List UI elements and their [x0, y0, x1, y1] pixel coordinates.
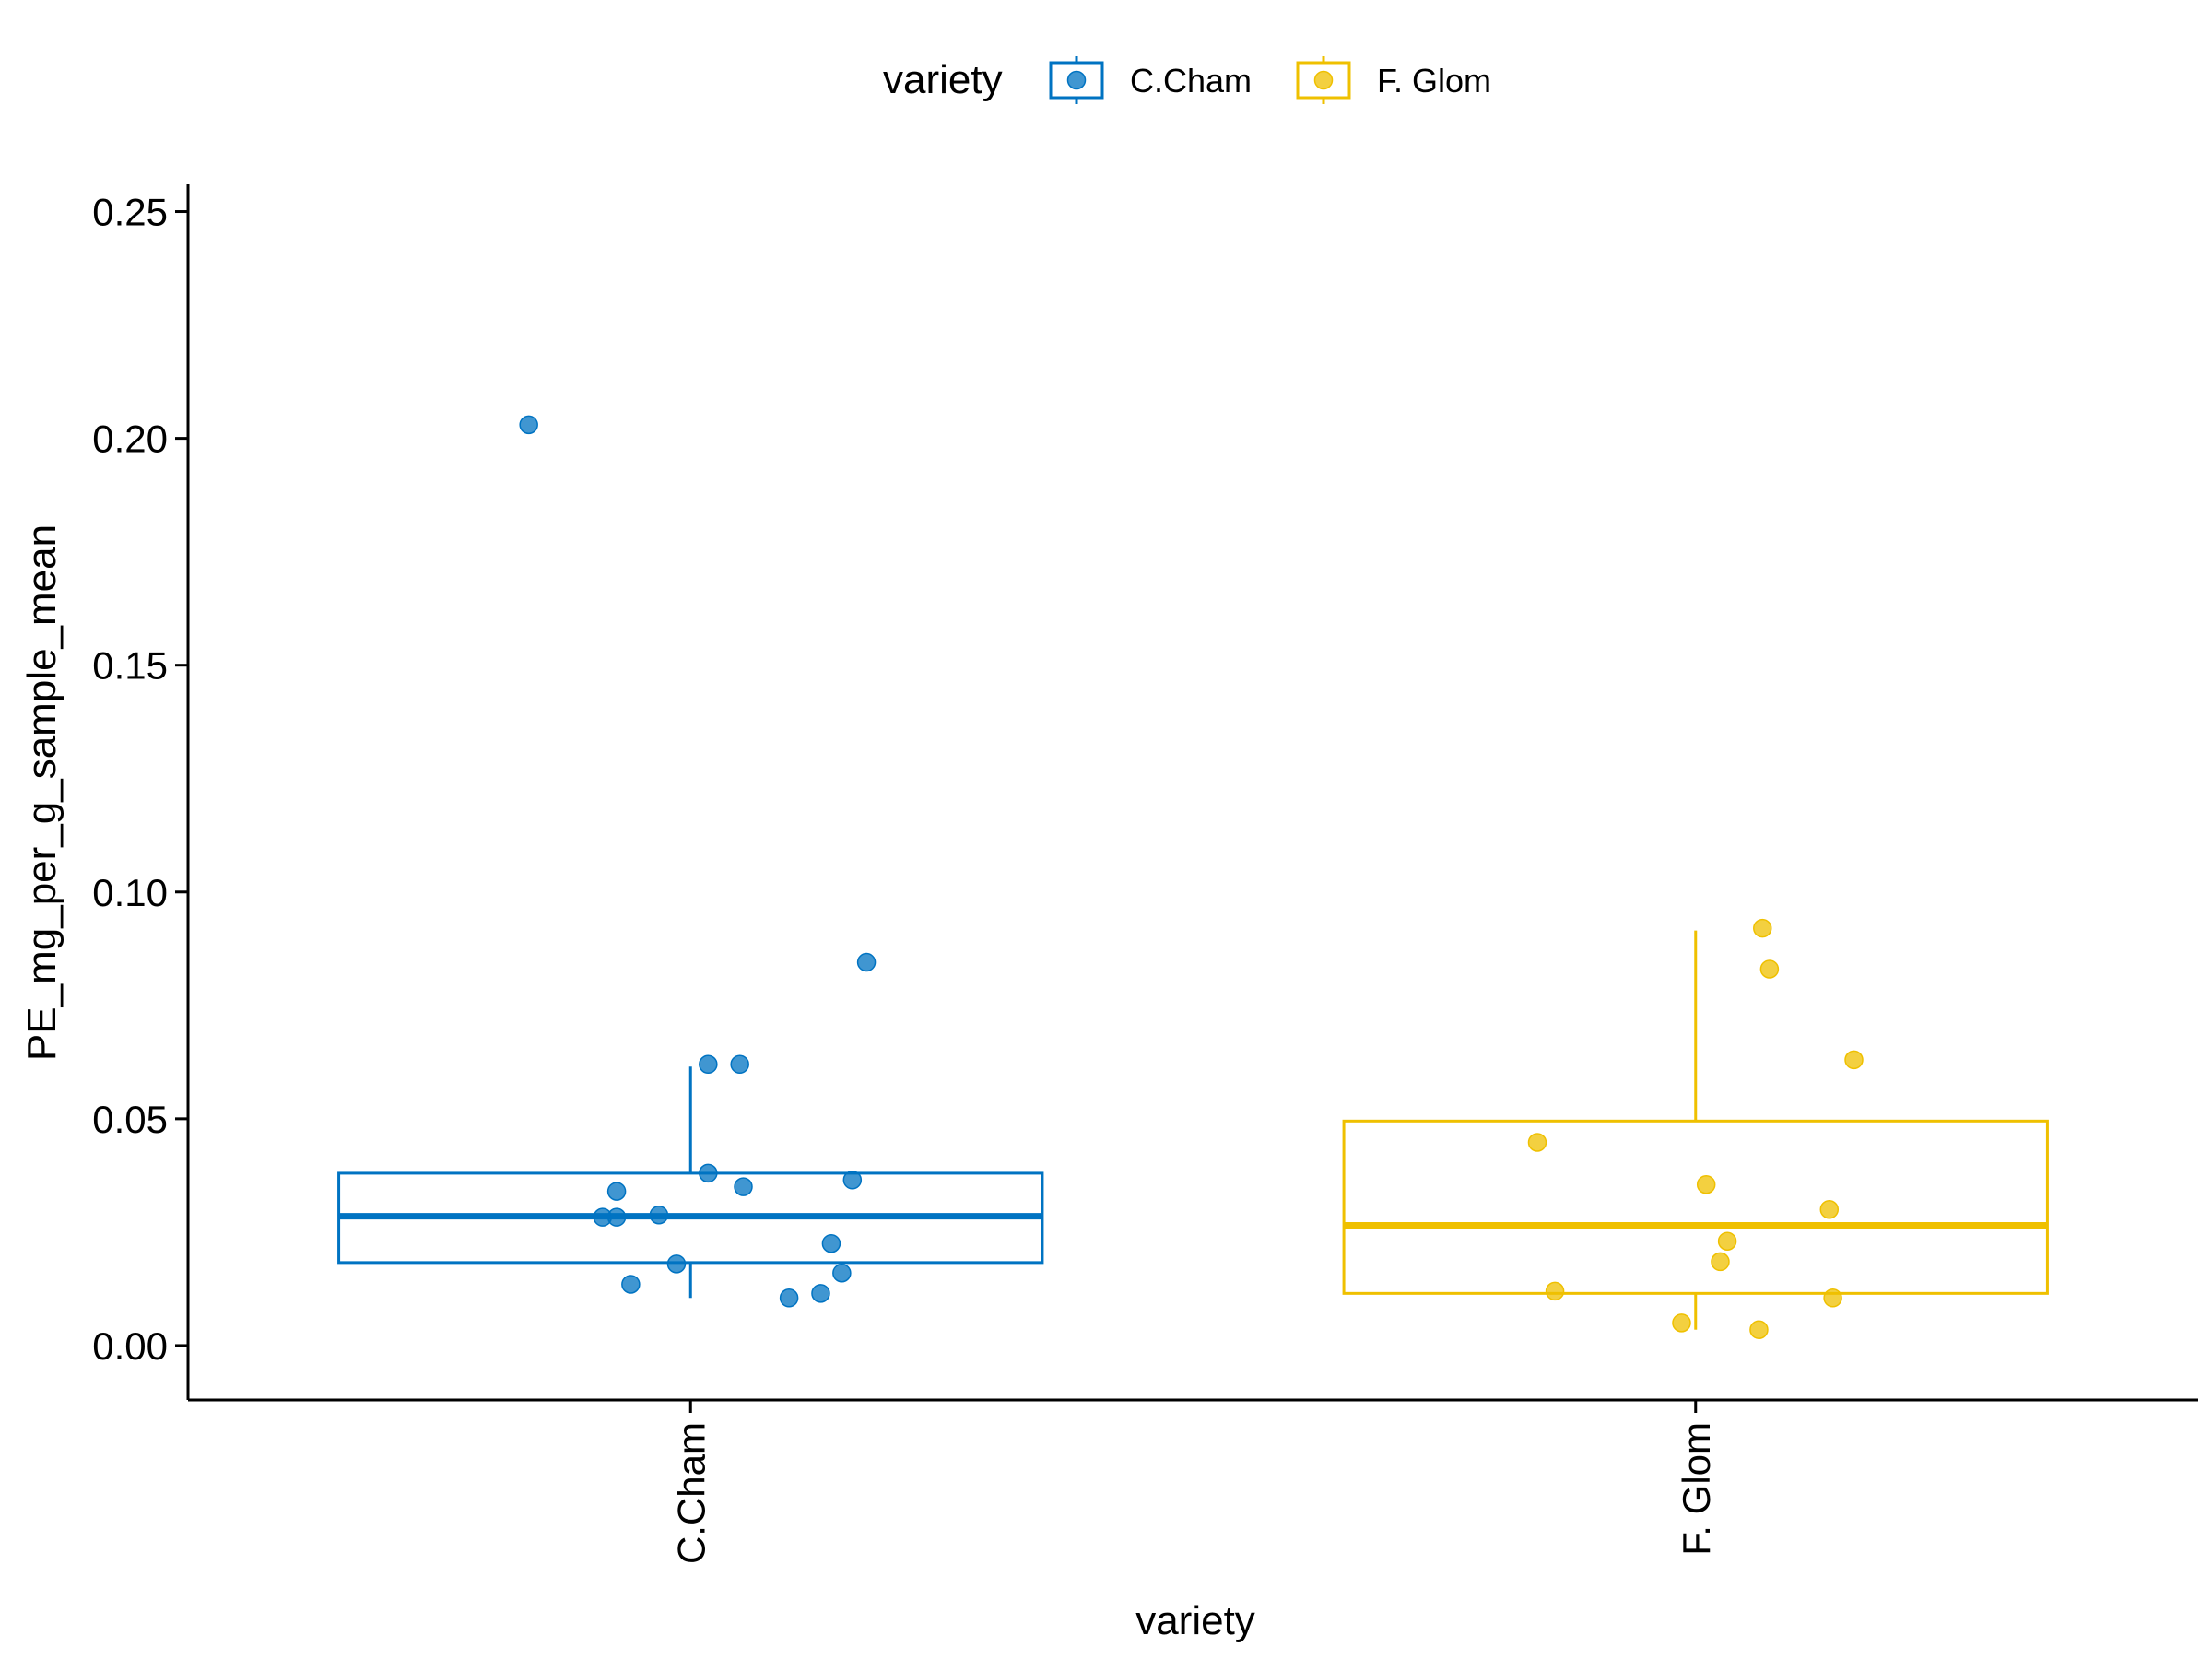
data-point: [779, 1288, 799, 1308]
data-point: [730, 1054, 749, 1075]
boxplot-1: [337, 1066, 1044, 1299]
data-point: [621, 1275, 641, 1294]
data-point: [811, 1284, 830, 1303]
legend-item: F. Glom: [1296, 56, 1491, 104]
data-point: [519, 415, 538, 435]
y-tick-label: 0.00: [92, 1324, 168, 1368]
data-point: [1749, 1320, 1769, 1339]
data-point: [1823, 1288, 1842, 1308]
legend-label: F. Glom: [1377, 62, 1491, 100]
data-point: [1753, 918, 1772, 938]
data-point: [1672, 1313, 1691, 1333]
data-point: [1711, 1252, 1730, 1272]
axes: 0.00 0.05 0.10 0.15 0.20 0.25 C.Cham F. Glom: [92, 184, 2198, 1564]
x-tick-label: F. Glom: [1675, 1422, 1718, 1556]
legend-item: C.Cham: [1049, 56, 1252, 104]
data-point: [606, 1182, 627, 1201]
y-tick-label: 0.10: [92, 871, 168, 914]
data-point: [821, 1233, 841, 1253]
y-tick-label: 0.25: [92, 191, 168, 234]
legend-key-point: [1313, 70, 1334, 90]
data-point: [734, 1177, 753, 1196]
data-point: [842, 1171, 863, 1190]
y-tick-label: 0.15: [92, 644, 168, 688]
y-tick-label: 0.05: [92, 1098, 168, 1141]
plot-area: [337, 415, 2049, 1339]
data-point: [666, 1254, 687, 1274]
data-point: [1527, 1133, 1547, 1152]
x-tick-label: C.Cham: [669, 1422, 712, 1564]
legend: variety C.Cham F. Glom: [883, 56, 1491, 104]
data-point: [606, 1207, 627, 1227]
data-point: [699, 1163, 718, 1183]
data-point: [649, 1205, 669, 1225]
data-point: [1545, 1281, 1565, 1301]
data-point: [1819, 1200, 1840, 1219]
x-axis-title: variety: [1135, 1598, 1255, 1643]
data-point: [832, 1263, 852, 1283]
data-point: [856, 952, 877, 972]
box-iqr: [1342, 1119, 2049, 1295]
legend-title: variety: [883, 57, 1003, 102]
data-point: [1844, 1050, 1864, 1070]
data-point: [1696, 1174, 1716, 1194]
y-axis-title: PE_mg_per_g_sample_mean: [19, 524, 65, 1061]
y-tick-label: 0.20: [92, 418, 168, 461]
data-point: [1759, 959, 1780, 979]
legend-label: C.Cham: [1130, 62, 1252, 100]
boxplot-2: [1342, 930, 2049, 1330]
data-point: [1717, 1231, 1737, 1251]
legend-key-point: [1066, 70, 1087, 90]
data-point: [699, 1054, 718, 1075]
